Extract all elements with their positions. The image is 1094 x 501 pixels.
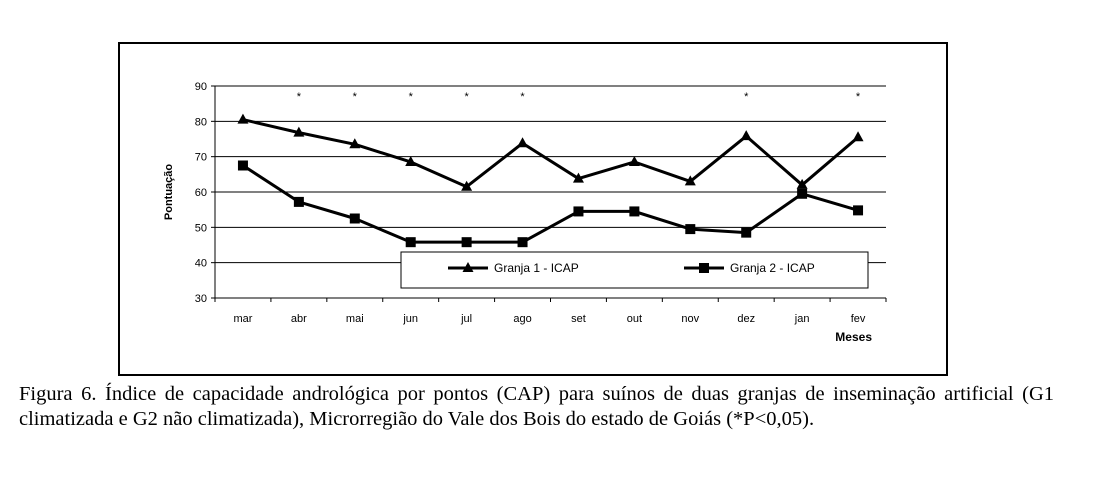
- legend-label-2: Granja 2 - ICAP: [730, 261, 815, 275]
- data-point-series-1: [517, 137, 529, 148]
- series-line-2: [242, 164, 859, 244]
- x-tick-label: nov: [681, 313, 699, 325]
- series-line-1: [242, 118, 860, 189]
- x-tick-label: jun: [402, 313, 418, 325]
- data-point-series-2: [349, 213, 360, 224]
- data-point-series-1: [461, 180, 473, 191]
- y-tick-label: 50: [195, 222, 207, 234]
- significance-marker: *: [297, 91, 302, 103]
- data-point-series-2: [853, 205, 864, 216]
- data-point-series-2: [405, 237, 416, 248]
- x-tick-label: abr: [291, 313, 307, 325]
- legend-marker-1: [462, 262, 474, 272]
- data-point-series-1: [852, 131, 864, 142]
- data-point-series-1: [293, 126, 305, 137]
- x-tick-label: jul: [460, 313, 472, 325]
- data-point-series-1: [349, 138, 361, 149]
- y-tick-label: 70: [195, 152, 207, 164]
- x-tick-label: set: [571, 313, 586, 325]
- data-point-series-1: [237, 113, 249, 124]
- significance-marker: *: [856, 91, 861, 103]
- significance-marker: *: [409, 91, 414, 103]
- x-tick-label: out: [627, 313, 642, 325]
- x-tick-label: jan: [794, 313, 810, 325]
- data-point-series-2: [573, 206, 584, 217]
- y-tick-label: 90: [195, 81, 207, 93]
- legend-box: [400, 251, 869, 289]
- significance-marker: *: [464, 91, 469, 103]
- y-tick-label: 80: [195, 116, 207, 128]
- data-point-series-2: [741, 227, 752, 238]
- data-point-series-1: [684, 175, 696, 186]
- y-axis-label: Pontuação: [163, 164, 175, 221]
- significance-marker: *: [520, 91, 525, 103]
- data-point-series-2: [629, 206, 640, 217]
- x-tick-label: fev: [851, 313, 866, 325]
- data-point-series-2: [461, 237, 472, 248]
- data-point-series-2: [797, 188, 808, 199]
- x-tick-label: ago: [513, 313, 531, 325]
- y-tick-label: 60: [195, 187, 207, 199]
- x-tick-label: mar: [233, 313, 252, 325]
- significance-marker: *: [744, 91, 749, 103]
- legend-label-1: Granja 1 - ICAP: [494, 261, 579, 275]
- figure-caption: Figura 6. Índice de capacidade andrológi…: [19, 383, 1054, 430]
- y-tick-label: 40: [195, 258, 207, 270]
- data-point-series-1: [572, 172, 584, 183]
- data-point-series-1: [628, 155, 640, 166]
- x-tick-label: dez: [737, 313, 755, 325]
- x-axis-label: Meses: [835, 330, 872, 344]
- figure-frame: [118, 42, 948, 376]
- significance-marker: *: [353, 91, 358, 103]
- data-point-series-1: [405, 155, 417, 166]
- y-tick-label: 30: [195, 293, 207, 305]
- data-point-series-2: [517, 237, 528, 248]
- data-point-series-1: [740, 130, 752, 141]
- data-point-series-2: [293, 196, 304, 207]
- data-point-series-2: [685, 224, 696, 235]
- x-tick-label: mai: [346, 313, 364, 325]
- data-point-series-1: [796, 178, 808, 189]
- legend-marker-2: [699, 263, 709, 273]
- data-point-series-2: [237, 160, 248, 171]
